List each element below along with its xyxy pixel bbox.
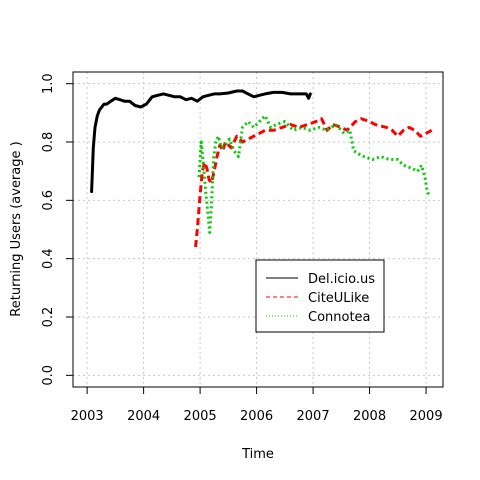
legend-box [255, 259, 385, 333]
x-axis-title: Time [241, 447, 274, 462]
x-tick-label: 2005 [184, 409, 217, 424]
y-tick-label: 0.6 [41, 190, 56, 211]
series-line-citeulike [194, 117, 433, 248]
y-tick-label: 0.4 [41, 248, 56, 269]
x-tick-label: 2006 [240, 409, 273, 424]
grid-layer [73, 72, 443, 387]
legend-items: Del.icio.us CiteULike Connotea [266, 272, 375, 325]
y-tick-label: 0.8 [41, 132, 56, 153]
x-axis: 2003 2004 2005 2006 2007 2008 2009 [71, 386, 443, 424]
y-axis-title: Returning Users (average ) [9, 141, 24, 316]
y-tick-label: 0.2 [41, 307, 56, 328]
legend-label-del-icio-us: Del.icio.us [308, 272, 375, 287]
legend-label-connotea: Connotea [308, 310, 371, 325]
legend: Del.icio.us CiteULike Connotea [255, 259, 385, 333]
x-tick-label: 2009 [410, 409, 443, 424]
x-tick-label: 2007 [297, 409, 330, 424]
x-tick-label: 2008 [353, 409, 386, 424]
series-line-del-icio-us [90, 89, 312, 194]
legend-label-citeulike: CiteULike [308, 291, 369, 306]
y-axis: 0.0 0.2 0.4 0.6 0.8 1.0 [41, 73, 74, 386]
x-tick-label: 2003 [71, 409, 104, 424]
plot-frame [72, 71, 444, 388]
series-line-connotea [197, 114, 431, 234]
y-tick-label: 0.0 [41, 365, 56, 386]
x-tick-label: 2004 [127, 409, 160, 424]
series-layer [90, 89, 433, 248]
y-tick-label: 1.0 [41, 73, 56, 94]
